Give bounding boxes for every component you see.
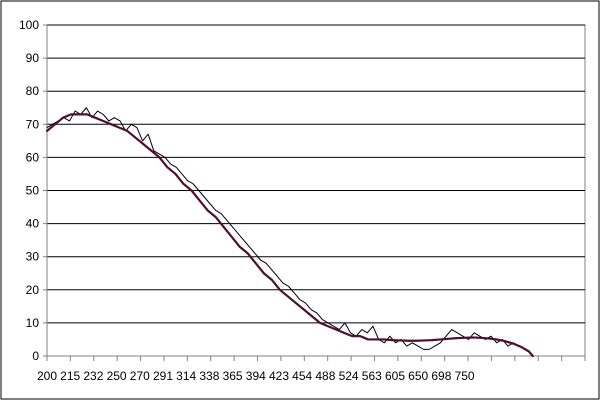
- trend-line: [45, 113, 534, 358]
- y-tick-label: 0: [32, 349, 39, 363]
- x-tick-label: 750: [455, 369, 475, 383]
- x-tick-label: 454: [292, 369, 312, 383]
- x-tick-label: 365: [223, 369, 243, 383]
- x-tick-label: 314: [176, 369, 196, 383]
- series-layer: [45, 107, 534, 358]
- y-tick-label: 40: [26, 217, 40, 231]
- y-tick-label: 100: [19, 18, 39, 32]
- y-tick-label: 10: [26, 316, 40, 330]
- x-tick-label: 423: [269, 369, 289, 383]
- y-tick-label: 20: [26, 283, 40, 297]
- y-tick-label: 90: [26, 51, 40, 65]
- x-tick-label: 650: [408, 369, 428, 383]
- y-tick-label: 70: [26, 117, 40, 131]
- label-layer: 0 10 20 30 40 50 60 70 80 90 100 200 215 232 250 270 291…: [19, 18, 475, 383]
- raw-data-line: [46, 107, 531, 354]
- x-tick-label: 394: [246, 369, 266, 383]
- x-tick-label: 270: [130, 369, 150, 383]
- x-tick-label: 605: [385, 369, 405, 383]
- y-tick-label: 50: [26, 184, 40, 198]
- x-tick-label: 200: [37, 369, 57, 383]
- x-tick-label: 338: [199, 369, 219, 383]
- y-tick-label: 80: [26, 84, 40, 98]
- x-tick-label: 291: [153, 369, 173, 383]
- x-tick-label: 232: [83, 369, 103, 383]
- y-tick-label: 60: [26, 150, 40, 164]
- y-tick-label: 30: [26, 250, 40, 264]
- x-tick-label: 524: [339, 369, 359, 383]
- x-tick-label: 488: [315, 369, 335, 383]
- axis-layer: [43, 24, 586, 361]
- x-tick-label: 250: [107, 369, 127, 383]
- x-tick-label: 563: [362, 369, 382, 383]
- x-tick-label: 698: [431, 369, 451, 383]
- x-tick-label: 215: [60, 369, 80, 383]
